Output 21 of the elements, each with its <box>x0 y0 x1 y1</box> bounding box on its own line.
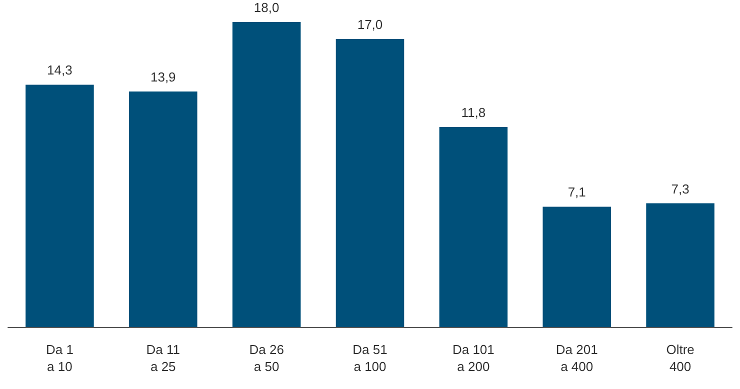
bar <box>646 203 714 327</box>
x-tick-label: Da 26 a 50 <box>249 342 284 374</box>
data-label: 7,1 <box>568 184 586 200</box>
data-label: 18,0 <box>254 0 280 15</box>
x-tick-label: Da 201 a 400 <box>556 342 598 374</box>
x-tick-label: Da 101 a 200 <box>452 342 494 374</box>
data-label: 11,8 <box>461 105 486 120</box>
bar <box>129 91 198 327</box>
x-tick-label: Oltre 400 <box>666 342 694 374</box>
data-label: 13,9 <box>150 69 176 84</box>
bar <box>232 22 301 327</box>
data-label: 14,3 <box>47 62 72 78</box>
bar <box>336 38 404 327</box>
x-tick-label: Da 1 a 10 <box>46 342 74 374</box>
bar <box>439 127 508 327</box>
bar <box>542 206 611 327</box>
data-label: 7,3 <box>671 181 690 196</box>
x-tick-label: Da 51 a 100 <box>352 342 388 374</box>
data-label: 17,0 <box>357 16 383 32</box>
bar <box>26 84 94 327</box>
x-tick-label: Da 11 a 25 <box>146 342 180 374</box>
